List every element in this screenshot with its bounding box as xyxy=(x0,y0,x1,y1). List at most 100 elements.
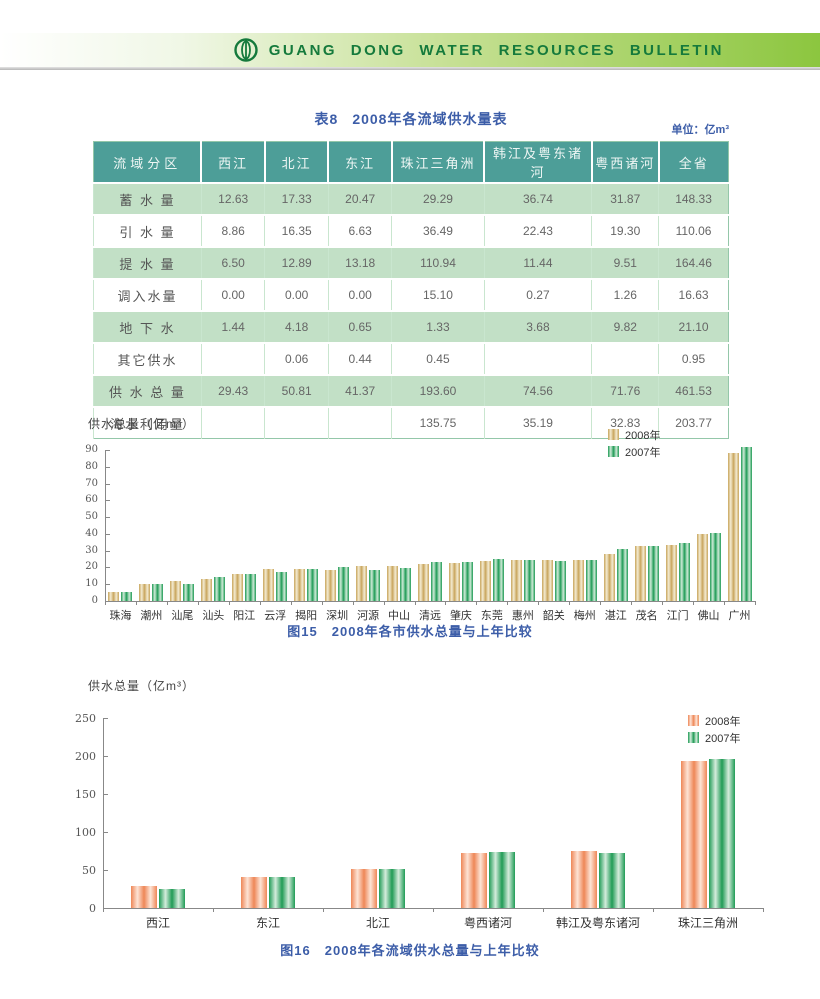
table8-row-label: 海水利用量 xyxy=(93,406,202,439)
fig16-legend-item: 2008年 xyxy=(688,712,740,729)
fig15-x-tick-mark xyxy=(321,601,323,605)
table8-cell: 203.77 xyxy=(658,406,729,439)
fig15-x-category-label: 潮州 xyxy=(140,610,163,622)
fig15-x-tick-mark xyxy=(166,601,168,605)
fig15-x-category-label: 阳江 xyxy=(233,610,256,622)
fig15-bar-2008年 xyxy=(448,563,460,601)
fig16-bar-2008年 xyxy=(681,761,707,908)
fig15-bar-2008年 xyxy=(510,560,522,601)
fig15-y-tick-mark xyxy=(106,533,110,535)
fig15-bar-2007年 xyxy=(245,574,257,601)
table8-column-header: 粤西诸河 xyxy=(590,141,659,183)
fig15-x-tick-mark xyxy=(352,601,354,605)
fig16-caption-text: 2008年各流域供水总量与上年比较 xyxy=(324,943,540,958)
fig15-bar-2008年 xyxy=(201,579,213,601)
fig15-x-category-label: 汕尾 xyxy=(171,610,194,622)
fig16-bar-2007年 xyxy=(269,877,295,908)
table8-cell: 0.45 xyxy=(391,342,484,375)
table8-cell: 16.35 xyxy=(264,214,329,247)
table8-cell: 0.95 xyxy=(658,342,729,375)
fig15-x-category-label: 汕头 xyxy=(202,610,225,622)
fig16-x-category-label: 西江 xyxy=(145,916,170,930)
table8-column-header: 韩江及粤东诸河 xyxy=(483,141,592,183)
fig15-bar-2008年 xyxy=(139,584,151,601)
fig16-x-tick-mark xyxy=(543,908,544,912)
table8-cell: 110.94 xyxy=(391,246,484,279)
fig16-x-tick-mark xyxy=(653,908,654,912)
table8-cell: 19.30 xyxy=(591,214,659,247)
table8-cell: 12.63 xyxy=(200,182,265,215)
header-banner: GUANG DONG WATER RESOURCES BULLETIN xyxy=(0,33,820,67)
chart-fig16-caption: 图16 2008年各流域供水总量与上年比较 xyxy=(40,940,780,959)
chart-fig15: 供水总量（亿m³） 0 10 20 30 40 50 60 70 80 90 珠海 潮州 汕尾 汕头 阳江云… xyxy=(60,413,780,623)
table8-cell xyxy=(264,406,329,439)
table8-cell xyxy=(483,342,592,375)
chart-fig16: 供水总量（亿m³） 0 50 100 150 200 250 西江 东江 北江 粤西诸河 韩江及粤东… xyxy=(60,675,780,937)
fig16-y-tick-mark xyxy=(104,908,108,909)
fig15-y-tick-label: 50 xyxy=(85,511,98,523)
table8-cell: 0.00 xyxy=(327,278,392,311)
fig16-y-axis-line xyxy=(103,718,104,909)
fig15-x-tick-mark xyxy=(631,601,633,605)
fig15-y-tick-label: 60 xyxy=(85,494,98,506)
table8-cell xyxy=(591,342,659,375)
fig16-x-category-label: 韩江及粤东诸河 xyxy=(555,916,640,930)
fig15-x-tick-mark xyxy=(445,601,447,605)
fig16-y-tick-label: 250 xyxy=(75,711,96,725)
fig15-bar-2007年 xyxy=(678,543,690,601)
table8: 流域分区 西江 北江 东江 珠江三角洲 韩江及粤东诸河 粤西诸河 全省 蓄 水 量 12.63 1… xyxy=(93,141,729,439)
fig15-x-category-label: 广州 xyxy=(728,610,751,622)
fig15-bar-2007年 xyxy=(338,567,350,601)
fig15-legend-swatch-icon xyxy=(608,429,619,440)
table8-cell: 21.10 xyxy=(658,310,729,343)
fig15-x-category-label: 江门 xyxy=(666,610,689,622)
fig16-y-tick-mark xyxy=(104,794,108,795)
table8-cell: 36.49 xyxy=(391,214,484,247)
fig16-x-tick-mark xyxy=(103,908,104,912)
table8-cell: 9.82 xyxy=(591,310,659,343)
fig15-x-tick-mark xyxy=(228,601,230,605)
fig15-caption-prefix: 图15 xyxy=(287,624,318,639)
fig15-bar-2008年 xyxy=(727,453,739,601)
table8-cell: 11.44 xyxy=(483,246,592,279)
table8-cell: 16.63 xyxy=(658,278,729,311)
table8-cell: 15.10 xyxy=(391,278,484,311)
fig15-bar-2007年 xyxy=(369,570,381,601)
fig16-legend-swatch-icon xyxy=(688,732,699,743)
table8-header-row: 流域分区 西江 北江 东江 珠江三角洲 韩江及粤东诸河 粤西诸河 全省 xyxy=(93,141,729,183)
fig15-x-category-label: 云浮 xyxy=(264,610,287,622)
fig15-x-tick-mark xyxy=(600,601,602,605)
fig16-x-tick-mark xyxy=(213,908,214,912)
fig16-bar-2008年 xyxy=(241,877,267,908)
fig15-bar-2007年 xyxy=(709,533,721,601)
fig15-y-tick-label: 40 xyxy=(85,527,98,539)
table8-row: 地 下 水 1.44 4.18 0.65 1.33 3.68 9.82 21.10 xyxy=(93,310,729,343)
fig15-legend-label: 2008年 xyxy=(625,429,661,442)
fig15-x-tick-mark xyxy=(507,601,509,605)
fig15-y-tick-mark xyxy=(106,584,110,586)
fig15-x-category-label: 湛江 xyxy=(604,610,627,622)
table8-cell: 0.27 xyxy=(483,278,592,311)
table8-cell: 1.44 xyxy=(200,310,265,343)
fig16-x-tick-mark xyxy=(763,908,764,912)
table8-column-header: 全省 xyxy=(657,141,729,183)
fig15-bar-2008年 xyxy=(665,545,677,601)
fig15-caption-text: 2008年各市供水总量与上年比较 xyxy=(331,624,533,639)
fig16-caption-prefix: 图16 xyxy=(280,943,311,958)
fig15-y-tick-mark xyxy=(106,567,110,569)
fig15-bar-2008年 xyxy=(356,566,368,601)
table8-column-header: 流域分区 xyxy=(93,141,202,183)
table8-column-header: 北江 xyxy=(263,141,329,183)
fig15-bar-2008年 xyxy=(479,561,491,601)
fig16-bar-2007年 xyxy=(379,869,405,908)
fig15-y-tick-label: 0 xyxy=(91,595,98,606)
chart-fig16-y-axis-title: 供水总量（亿m³） xyxy=(88,679,195,693)
fig16-y-tick-mark xyxy=(104,718,108,719)
fig15-y-tick-mark xyxy=(106,500,110,502)
fig16-y-tick-mark xyxy=(104,756,108,757)
table8-cell: 29.43 xyxy=(200,374,265,407)
fig16-legend-label: 2007年 xyxy=(705,732,741,745)
fig15-y-axis-line xyxy=(105,450,106,602)
table8-cell: 6.63 xyxy=(327,214,392,247)
